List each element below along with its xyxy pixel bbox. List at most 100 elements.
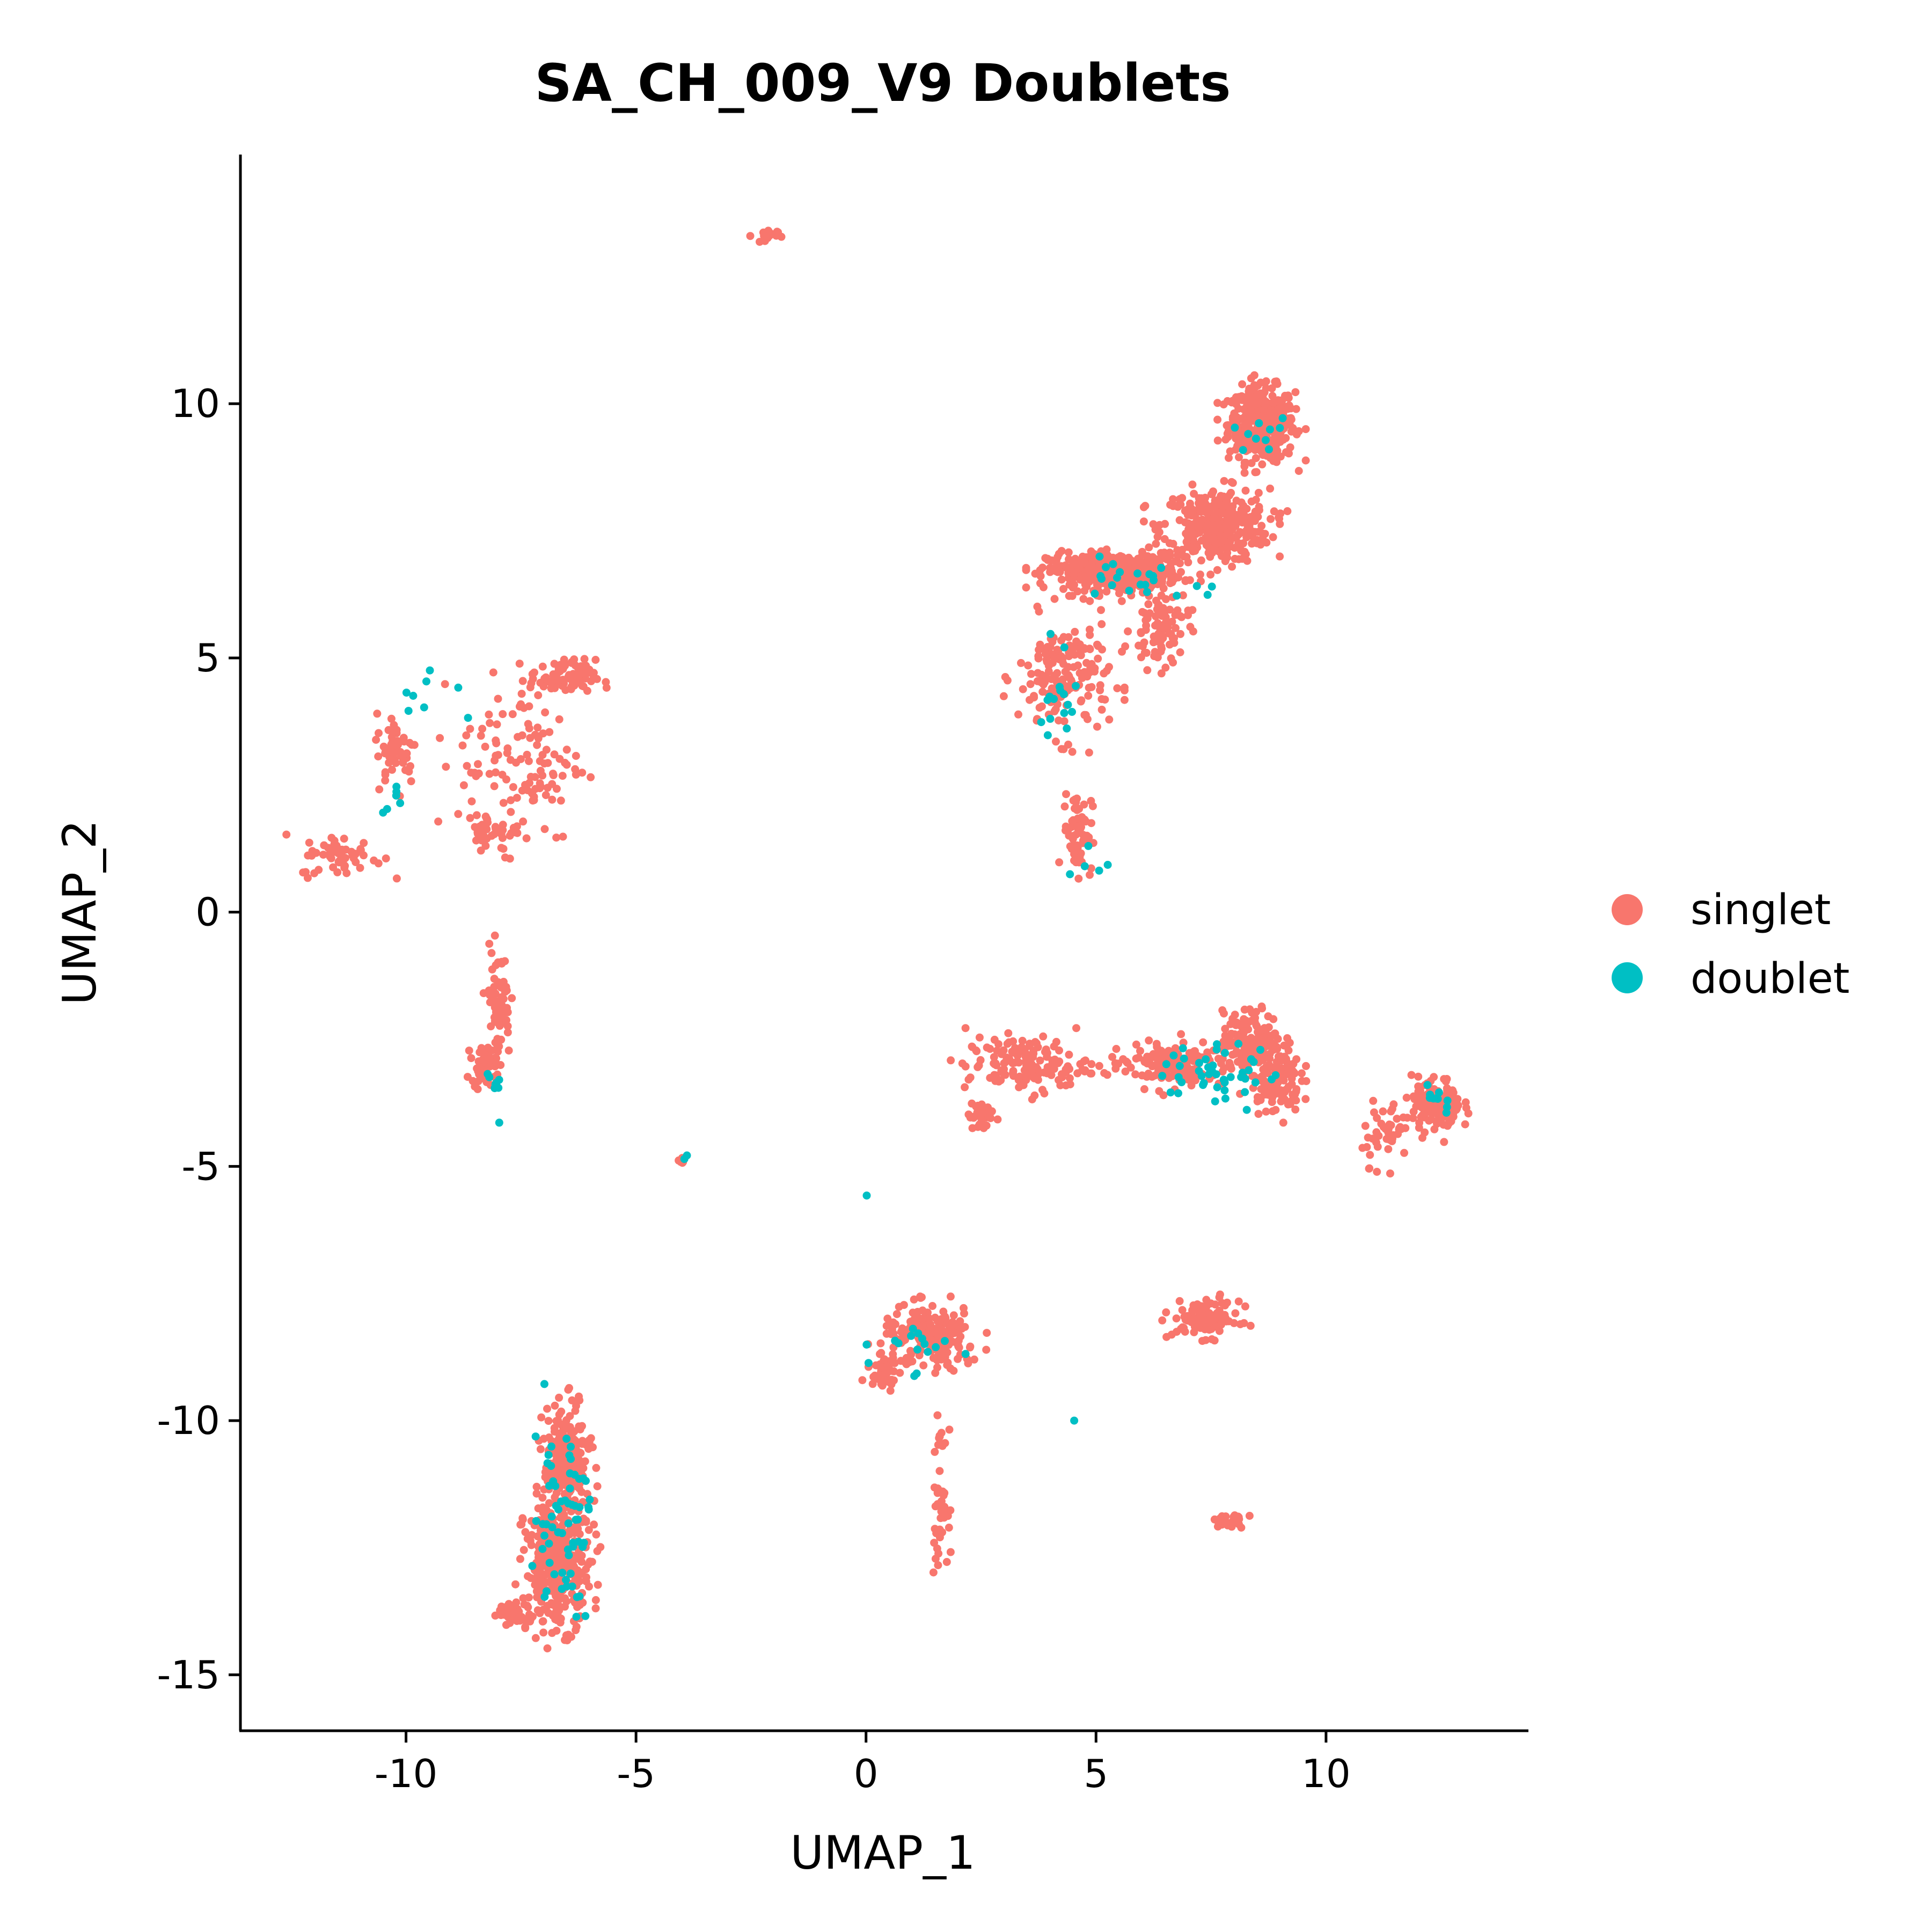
point-singlet: [1262, 1107, 1270, 1116]
point-singlet: [1079, 595, 1088, 603]
point-doublet: [1231, 423, 1239, 432]
series-singlet: [282, 226, 1473, 1652]
point-singlet: [1448, 1086, 1457, 1095]
point-doublet: [920, 1340, 929, 1348]
point-singlet: [1194, 1301, 1203, 1309]
point-singlet: [1284, 1082, 1293, 1091]
point-singlet: [568, 1396, 576, 1404]
point-singlet: [1121, 1067, 1130, 1076]
point-singlet: [521, 1528, 530, 1536]
point-singlet: [954, 1336, 963, 1345]
point-singlet: [475, 1048, 484, 1057]
point-singlet: [1105, 663, 1113, 671]
point-singlet: [527, 679, 536, 687]
point-singlet: [1157, 636, 1165, 645]
point-singlet: [1276, 552, 1284, 561]
point-singlet: [1088, 802, 1097, 810]
point-singlet: [1162, 1333, 1171, 1341]
point-singlet: [540, 1570, 549, 1579]
point-singlet: [919, 1314, 928, 1322]
point-singlet: [1228, 479, 1237, 487]
point-doublet: [1095, 866, 1103, 875]
point-singlet: [506, 831, 514, 840]
point-doublet: [584, 1503, 592, 1511]
point-singlet: [1208, 503, 1216, 511]
point-singlet: [473, 1064, 481, 1073]
point-singlet: [1213, 436, 1222, 445]
point-singlet: [545, 1499, 553, 1507]
point-singlet: [407, 777, 415, 786]
point-singlet: [1241, 458, 1250, 467]
point-singlet: [1087, 864, 1095, 873]
point-singlet: [536, 1445, 545, 1453]
point-singlet: [333, 868, 342, 876]
x-axis-ticks: -10 -5 0 5 10: [375, 1731, 1351, 1796]
point-singlet: [548, 795, 557, 804]
point-singlet: [890, 1367, 898, 1375]
point-singlet: [946, 1548, 955, 1556]
point-singlet: [1301, 425, 1310, 434]
point-singlet: [966, 1113, 975, 1122]
point-doublet: [1443, 1096, 1452, 1105]
point-singlet: [1266, 453, 1275, 462]
point-singlet: [1358, 1144, 1367, 1152]
point-singlet: [532, 1489, 541, 1498]
point-singlet: [573, 1555, 581, 1563]
point-singlet: [1240, 1319, 1248, 1327]
point-singlet: [373, 709, 382, 718]
point-doublet: [495, 1075, 503, 1084]
legend-label-doublet: doublet: [1690, 955, 1849, 1003]
point-singlet: [1416, 1087, 1424, 1095]
point-singlet: [1190, 489, 1198, 498]
point-singlet: [1180, 1313, 1189, 1321]
point-singlet: [502, 1606, 511, 1614]
point-singlet: [1223, 526, 1231, 535]
point-doublet: [1226, 1073, 1235, 1081]
point-singlet: [1093, 722, 1101, 731]
point-doublet: [1068, 708, 1076, 716]
point-singlet: [1234, 405, 1243, 413]
point-singlet: [1403, 1114, 1411, 1122]
point-singlet: [465, 1046, 473, 1055]
point-singlet: [1050, 707, 1059, 715]
point-singlet: [1041, 649, 1050, 658]
point-singlet: [390, 727, 399, 735]
point-singlet: [463, 762, 471, 770]
point-singlet: [889, 1318, 897, 1327]
point-singlet: [1068, 748, 1077, 756]
point-singlet: [1264, 1012, 1272, 1021]
point-singlet: [562, 1557, 571, 1566]
point-singlet: [1181, 507, 1189, 515]
point-singlet: [1407, 1071, 1416, 1079]
point-singlet: [537, 782, 545, 791]
point-singlet: [1161, 663, 1170, 672]
point-singlet: [1232, 1047, 1241, 1056]
point-singlet: [1165, 563, 1174, 572]
point-singlet: [1043, 1052, 1051, 1061]
point-singlet: [557, 1614, 565, 1623]
point-singlet: [1060, 802, 1069, 811]
point-singlet: [1235, 453, 1243, 462]
point-singlet: [933, 1484, 942, 1492]
point-singlet: [487, 949, 496, 957]
point-singlet: [993, 1115, 1002, 1124]
point-singlet: [1273, 379, 1282, 388]
point-doublet: [567, 1455, 575, 1463]
point-singlet: [1050, 1065, 1058, 1073]
point-singlet: [990, 1071, 999, 1079]
point-singlet: [536, 1609, 544, 1618]
point-singlet: [1031, 1038, 1040, 1047]
point-singlet: [1261, 399, 1270, 408]
point-singlet: [902, 1353, 911, 1362]
point-singlet: [1066, 1080, 1074, 1088]
y-tick-label: 5: [195, 635, 220, 680]
point-singlet: [491, 989, 500, 998]
point-singlet: [909, 1308, 917, 1317]
point-singlet: [1282, 448, 1290, 457]
point-singlet: [1139, 517, 1148, 526]
point-singlet: [1202, 522, 1210, 530]
point-singlet: [533, 723, 542, 732]
point-doublet: [1059, 690, 1068, 698]
point-singlet: [1239, 501, 1248, 510]
point-doublet: [572, 1516, 580, 1524]
